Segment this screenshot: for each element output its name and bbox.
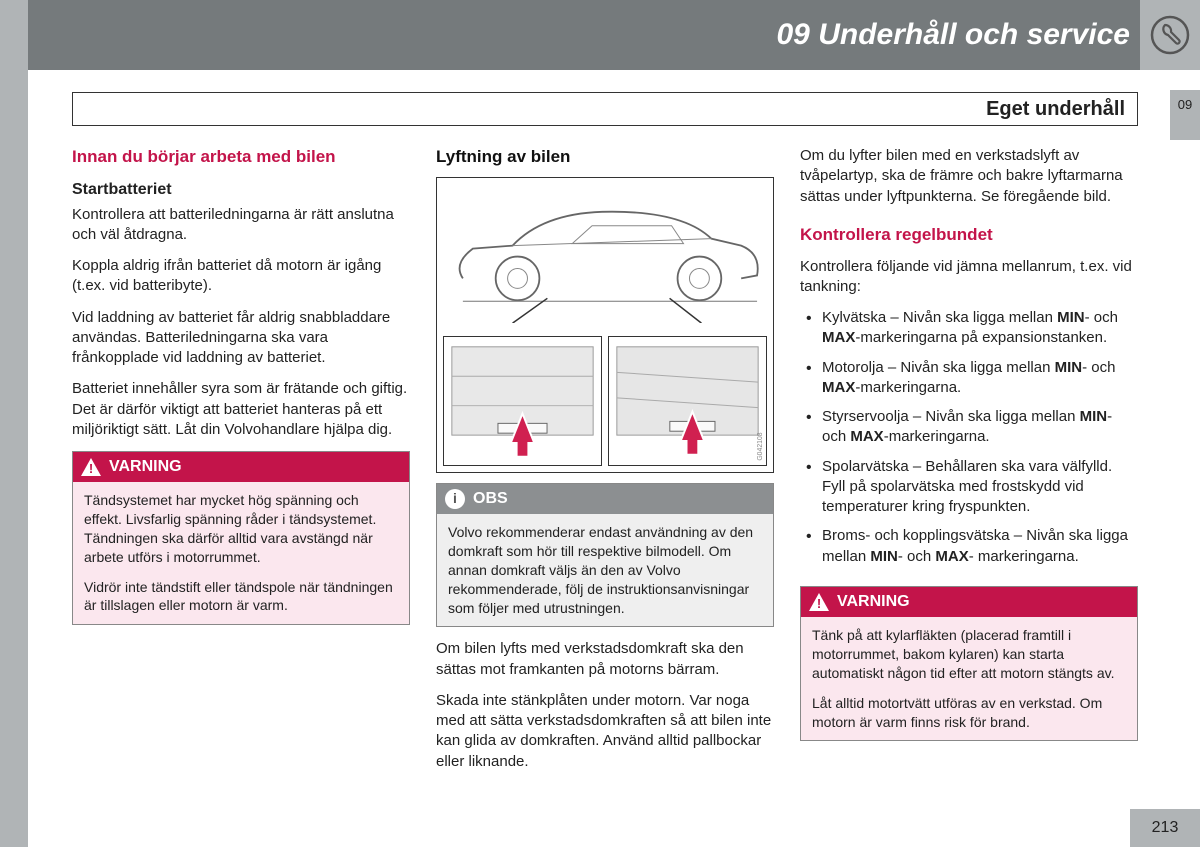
note-body: Volvo rekommenderar endast användning av… xyxy=(437,514,773,626)
column-2: Lyftning av bilen xyxy=(436,146,774,783)
column-3: Om du lyfter bilen med en verkstadslyft … xyxy=(800,146,1138,783)
car-side-drawing xyxy=(443,184,767,323)
left-margin xyxy=(0,0,28,847)
chapter-title: 09 Underhåll och service xyxy=(777,15,1131,56)
warning-body: Tänk på att kylarfläkten (placerad framt… xyxy=(801,617,1137,740)
list-item: Motorolja – Nivån ska ligga mellan MIN- … xyxy=(800,358,1138,399)
section-title: Eget underhåll xyxy=(986,96,1125,123)
paragraph: Om du lyfter bilen med en verkstadslyft … xyxy=(800,146,1138,207)
paragraph: Låt alltid motortvätt utföras av en verk… xyxy=(812,694,1126,732)
note-box: i OBS Volvo rekommenderar endast användn… xyxy=(436,483,774,627)
col2-heading: Lyftning av bilen xyxy=(436,146,774,169)
image-code: G042108 xyxy=(757,433,764,461)
page-number: 213 xyxy=(1130,809,1200,847)
paragraph: Tänk på att kylarfläkten (placerad framt… xyxy=(812,626,1126,683)
note-head: i OBS xyxy=(437,484,773,514)
side-tab: 09 xyxy=(1170,90,1200,140)
paragraph: Vid laddning av batteriet får aldrig sna… xyxy=(72,308,410,369)
chapter-header: 09 Underhåll och service xyxy=(28,0,1200,70)
paragraph: Tändsystemet har mycket hög spänning och… xyxy=(84,491,398,567)
content-columns: Innan du börjar arbeta med bilen Startba… xyxy=(72,146,1138,783)
warning-head: ! VARNING xyxy=(73,452,409,482)
warning-body: Tändsystemet har mycket hög spänning och… xyxy=(73,482,409,624)
section-title-box: Eget underhåll xyxy=(72,92,1138,126)
warning-icon: ! xyxy=(81,458,101,476)
paragraph: Skada inte stänkplåten under motorn. Var… xyxy=(436,691,774,772)
paragraph: Kontrollera att batteriledningarna är rä… xyxy=(72,205,410,246)
col3-heading: Kontrollera regelbundet xyxy=(800,224,1138,247)
paragraph: Koppla aldrig ifrån batteriet då motorn … xyxy=(72,256,410,297)
info-icon: i xyxy=(445,489,465,509)
list-item: Spolarvätska – Behållaren ska vara välfy… xyxy=(800,457,1138,518)
lift-detail-front xyxy=(443,336,602,466)
warning-title: VARNING xyxy=(837,591,910,613)
paragraph: Vidrör inte tändstift eller tändspole nä… xyxy=(84,578,398,616)
list-item: Styrservoolja – Nivån ska ligga mellan M… xyxy=(800,407,1138,448)
note-title: OBS xyxy=(473,488,508,510)
wrench-icon xyxy=(1140,0,1200,70)
paragraph: Batteriet innehåller syra som är frätand… xyxy=(72,379,410,440)
list-item: Broms- och kopplingsvätska – Nivån ska l… xyxy=(800,526,1138,567)
col1-subheading: Startbatteriet xyxy=(72,179,410,201)
car-lift-figure: G042108 xyxy=(436,177,774,473)
warning-icon: ! xyxy=(809,593,829,611)
warning-box: ! VARNING Tänk på att kylarfläkten (plac… xyxy=(800,586,1138,741)
warning-title: VARNING xyxy=(109,456,182,478)
paragraph: Om bilen lyfts med verkstadsdomkraft ska… xyxy=(436,639,774,680)
col1-heading: Innan du börjar arbeta med bilen xyxy=(72,146,410,169)
list-item: Kylvätska – Nivån ska ligga mellan MIN- … xyxy=(800,308,1138,349)
warning-head: ! VARNING xyxy=(801,587,1137,617)
check-list: Kylvätska – Nivån ska ligga mellan MIN- … xyxy=(800,308,1138,576)
column-1: Innan du börjar arbeta med bilen Startba… xyxy=(72,146,410,783)
paragraph: Kontrollera följande vid jämna mellanrum… xyxy=(800,257,1138,298)
lift-detail-rear: G042108 xyxy=(608,336,767,466)
warning-box: ! VARNING Tändsystemet har mycket hög sp… xyxy=(72,451,410,625)
